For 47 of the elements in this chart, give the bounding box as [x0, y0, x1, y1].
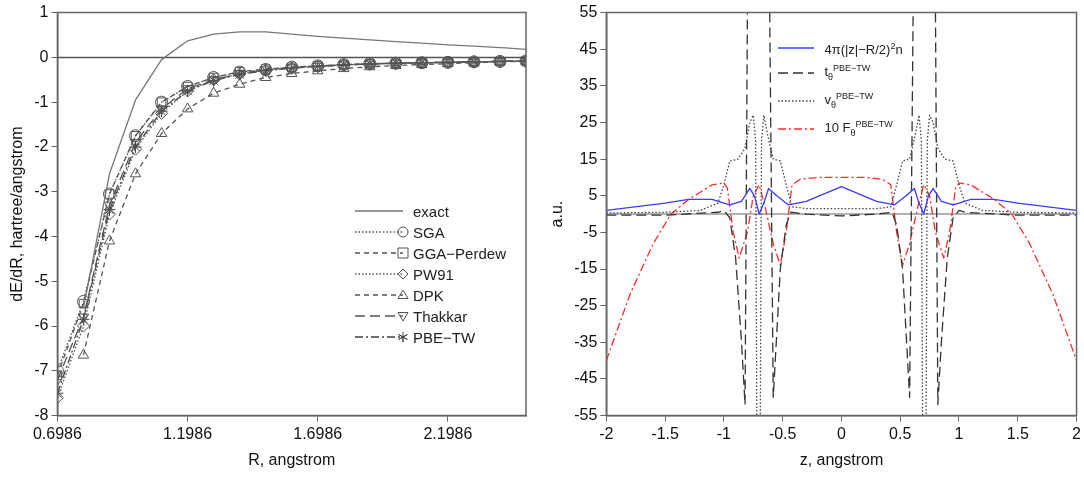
x-tick-label: -1.5	[651, 424, 679, 442]
y-tick-label: -25	[574, 296, 598, 314]
y-tick-label: 0	[39, 47, 49, 65]
x-tick-label: 1.1986	[163, 424, 213, 442]
legend-label: PBE−TW	[413, 327, 476, 348]
x-tick-label: 0.5	[889, 424, 912, 442]
x-tick-label: 1	[954, 424, 964, 442]
y-tick-label: -8	[34, 406, 49, 424]
x-axis-title: z, angstrom	[799, 450, 884, 468]
y-tick-label: -4	[34, 226, 49, 244]
y-tick-label: -5	[583, 222, 598, 240]
y-tick-label: 35	[579, 76, 598, 94]
y-tick-label: -1	[34, 92, 49, 110]
x-tick-label: 0.6986	[32, 424, 82, 442]
x-axis-title: R, angstrom	[248, 450, 336, 468]
y-tick-label: -5	[34, 271, 49, 289]
x-tick-label: -0.5	[768, 424, 797, 442]
y-tick-label: 15	[579, 149, 598, 167]
y-tick-label: -6	[34, 316, 49, 334]
x-tick-label: 2.1986	[423, 424, 473, 442]
y-tick-label: 5	[588, 186, 598, 204]
y-axis-title: a.u.	[548, 200, 566, 228]
legend-label: DPK	[413, 285, 444, 306]
y-axis-title: dE/dR, hartree/angstrom	[8, 126, 26, 302]
y-tick-label: -55	[574, 406, 598, 424]
legend-label: Thakkar	[413, 306, 468, 327]
x-tick-label: 1.5	[1006, 424, 1029, 442]
legend-label: exact	[413, 201, 449, 222]
x-tick-label: 1.6986	[293, 424, 343, 442]
y-tick-label: -7	[34, 361, 49, 379]
x-tick-label: -2	[599, 424, 614, 442]
legend-label: 4π(|z|−R/2)$^{2}$n	[824, 39, 903, 59]
legend-label: SGA	[413, 222, 445, 243]
legend-label: GGA−Perdew	[413, 243, 506, 264]
legend-label: PW91	[413, 264, 454, 285]
y-tick-label: -45	[574, 369, 598, 387]
y-tick-label: 45	[579, 39, 598, 57]
x-tick-label: -1	[716, 424, 732, 442]
y-tick-label: -35	[574, 332, 598, 350]
x-tick-label: 2	[1072, 424, 1082, 442]
y-tick-label: -2	[34, 137, 49, 155]
y-tick-label: 25	[579, 112, 598, 130]
x-tick-label: 0	[836, 424, 846, 442]
y-tick-label: 55	[579, 3, 598, 21]
y-tick-label: -15	[574, 259, 598, 277]
y-tick-label: -3	[34, 182, 49, 200]
y-tick-label: 1	[39, 3, 49, 21]
